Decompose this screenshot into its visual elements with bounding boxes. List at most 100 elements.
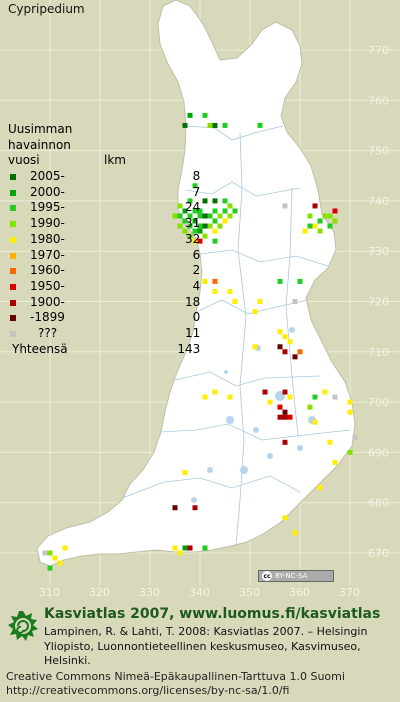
occurrence-square bbox=[202, 213, 208, 219]
legend-rows: 2005- 8 2000- 7 1995- 24 1990- 31 1980- 32 1970- 6 1… bbox=[8, 169, 200, 342]
legend-count: 2 bbox=[192, 263, 201, 278]
occurrence-square bbox=[202, 278, 208, 284]
occurrence-square bbox=[212, 278, 218, 284]
occurrence-square bbox=[332, 459, 338, 465]
occurrence-square bbox=[222, 208, 228, 214]
occurrence-square bbox=[52, 555, 58, 561]
legend-period: 1990- bbox=[30, 216, 65, 231]
occurrence-square bbox=[192, 228, 198, 234]
legend-row: -1899 0 bbox=[8, 310, 200, 326]
occurrence-square bbox=[172, 505, 178, 511]
occurrence-square bbox=[322, 389, 328, 395]
occurrence-square bbox=[292, 354, 298, 360]
occurrence-square bbox=[227, 288, 233, 294]
legend-swatch bbox=[10, 236, 16, 243]
occurrence-square bbox=[347, 399, 353, 405]
occurrence-square bbox=[212, 238, 218, 244]
finland-outline bbox=[36, 0, 356, 567]
y-tick-label: 730 bbox=[368, 245, 389, 258]
occurrence-square bbox=[257, 299, 263, 304]
occurrence-square bbox=[332, 218, 338, 224]
legend-swatch bbox=[10, 205, 16, 212]
y-tick-label: 740 bbox=[368, 195, 389, 208]
occurrence-square bbox=[197, 213, 203, 219]
occurrence-square bbox=[232, 208, 238, 214]
occurrence-square bbox=[322, 213, 328, 219]
occurrence-square bbox=[202, 223, 208, 229]
legend-count: 7 bbox=[192, 184, 201, 199]
footer-citation: Lampinen, R. & Lahti, T. 2008: Kasviatla… bbox=[44, 625, 368, 667]
occurrence-square bbox=[207, 122, 213, 128]
legend-total-count: 143 bbox=[177, 341, 201, 356]
legend-heading: Uusimman havainnon vuosi lkm bbox=[8, 122, 126, 169]
occurrence-square bbox=[282, 439, 288, 445]
legend: Uusimman havainnon vuosi lkm 2005- 8 2000- 7… bbox=[8, 122, 200, 358]
occurrence-square bbox=[202, 112, 208, 118]
legend-row: 1950- 4 bbox=[8, 279, 200, 295]
occurrence-square bbox=[327, 439, 333, 445]
occurrence-square bbox=[312, 394, 318, 400]
occurrence-square bbox=[197, 238, 203, 244]
x-tick-label: 350 bbox=[239, 586, 260, 599]
occurrence-square bbox=[202, 545, 208, 551]
occurrence-square bbox=[347, 409, 353, 415]
legend-count-header: lkm bbox=[104, 153, 126, 168]
occurrence-square bbox=[172, 213, 178, 219]
legend-count: 32 bbox=[185, 231, 201, 246]
occurrence-square bbox=[282, 389, 288, 395]
occurrence-square bbox=[282, 203, 288, 209]
occurrence-square bbox=[182, 545, 188, 551]
occurrence-square bbox=[287, 394, 293, 400]
occurrence-square bbox=[197, 208, 203, 214]
occurrence-square bbox=[197, 228, 203, 234]
occurrence-square bbox=[282, 414, 288, 420]
occurrence-square bbox=[182, 122, 188, 128]
occurrence-square bbox=[282, 515, 288, 521]
occurrence-square bbox=[327, 223, 333, 229]
occurrence-square bbox=[282, 409, 288, 415]
legend-count: 31 bbox=[185, 216, 201, 231]
legend-period: 1900- bbox=[30, 294, 65, 309]
occurrence-square bbox=[282, 349, 288, 355]
legend-period: 1970- bbox=[30, 247, 65, 262]
occurrence-square bbox=[212, 198, 218, 204]
occurrence-square bbox=[277, 329, 283, 335]
occurrence-square bbox=[287, 339, 293, 345]
occurrence-square bbox=[192, 208, 198, 214]
occurrence-square bbox=[267, 399, 273, 405]
y-tick-label: 710 bbox=[368, 346, 389, 359]
y-tick-label: 770 bbox=[368, 44, 389, 57]
y-tick-label: 750 bbox=[368, 145, 389, 158]
occurrence-square bbox=[307, 404, 313, 410]
legend-swatch bbox=[10, 189, 16, 196]
occurrence-square bbox=[197, 223, 203, 229]
occurrence-square bbox=[212, 389, 218, 395]
legend-period: 1980- bbox=[30, 231, 65, 246]
occurrence-square bbox=[227, 213, 233, 219]
legend-period: ??? bbox=[38, 325, 58, 340]
occurrence-square bbox=[222, 218, 228, 224]
occurrence-square bbox=[222, 122, 228, 128]
y-tick-label: 720 bbox=[368, 296, 389, 309]
legend-row: 2005- 8 bbox=[8, 169, 200, 185]
occurrence-square bbox=[192, 505, 198, 511]
legend-row: 2000- 7 bbox=[8, 185, 200, 201]
cc-license-badge[interactable]: cc BY-NC-SA bbox=[258, 570, 334, 582]
occurrence-square bbox=[217, 223, 223, 229]
occurrence-square bbox=[222, 198, 228, 204]
occurrence-square bbox=[187, 545, 193, 551]
cc-badge-text: BY-NC-SA bbox=[275, 572, 308, 580]
legend-swatch bbox=[10, 252, 16, 259]
x-tick-label: 360 bbox=[289, 586, 310, 599]
occurrence-square bbox=[232, 299, 238, 304]
occurrence-square bbox=[227, 203, 233, 209]
legend-swatch bbox=[10, 283, 16, 290]
occurrence-square bbox=[352, 434, 358, 440]
occurrence-square bbox=[217, 213, 223, 219]
occurrence-square bbox=[332, 394, 338, 400]
occurrence-square bbox=[262, 389, 268, 395]
occurrence-square bbox=[312, 203, 318, 209]
occurrence-square bbox=[282, 334, 288, 340]
legend-swatch bbox=[10, 268, 16, 275]
